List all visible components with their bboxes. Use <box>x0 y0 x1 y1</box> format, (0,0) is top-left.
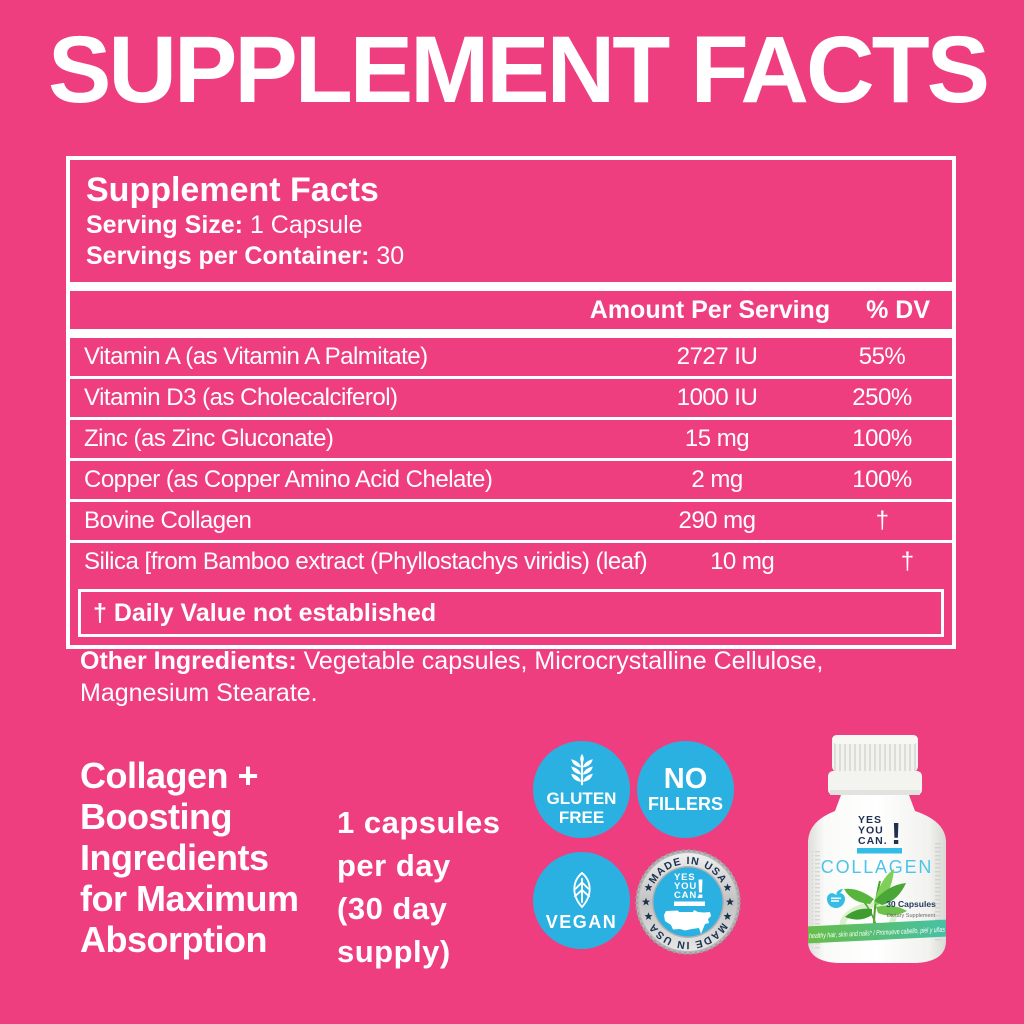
no-fillers-label-1: NO <box>663 763 708 795</box>
headline-line: Ingredients <box>80 837 269 878</box>
usa-map-icon <box>664 910 711 934</box>
page-title: SUPPLEMENT FACTS <box>48 17 990 123</box>
ingredient-name: Zinc (as Zinc Gluconate) <box>84 425 334 452</box>
bottle-brand-logo: YES YOU CAN. ! <box>857 814 902 854</box>
svg-text:!: ! <box>696 874 705 904</box>
label-side-text <box>812 849 820 949</box>
col-percent-dv: % DV <box>866 295 930 324</box>
serving-size-label: Serving Size: <box>86 211 243 239</box>
usa-seal-icon: MADE IN USA MADE IN USA YES YOU CAN. ! <box>635 849 741 955</box>
table-row: Bovine Collagen 290 mg † <box>70 499 952 540</box>
table-row: Vitamin D3 (as Cholecalciferol) 1000 IU … <box>70 376 952 417</box>
dv-value: 250% <box>852 384 912 411</box>
daily-value-footnote: † Daily Value not established <box>78 589 944 637</box>
other-ingredients-text: Vegetable capsules, Microcrystalline Cel… <box>80 647 824 707</box>
table-row: Copper (as Copper Amino Acid Chelate) 2 … <box>70 458 952 499</box>
amount-value: 1000 IU <box>676 384 758 411</box>
column-header-row: Amount Per Serving % DV <box>70 291 952 329</box>
leaf-icon <box>572 871 591 908</box>
dv-value: † <box>900 548 914 575</box>
ingredient-name: Vitamin A (as Vitamin A Palmitate) <box>84 343 428 370</box>
table-row: Silica [from Bamboo extract (Phyllostach… <box>70 540 952 581</box>
bottle-product-name: COLLAGEN <box>821 857 933 877</box>
dosage-line: per day <box>337 848 451 883</box>
headline-line: for Maximum <box>80 878 299 919</box>
dosage-line: 1 capsules <box>337 805 501 840</box>
dosage-line: (30 day <box>337 891 448 926</box>
dv-value: † <box>875 507 889 534</box>
wheat-icon <box>570 753 593 785</box>
vegan-label: VEGAN <box>545 911 618 932</box>
amount-value: 290 mg <box>678 507 756 534</box>
svg-text:YOU: YOU <box>674 881 697 892</box>
svg-text:!: ! <box>891 816 901 851</box>
other-ingredients: Other Ingredients: Vegetable capsules, M… <box>80 645 870 709</box>
bottle-green-band: healthy hair, skin and nails* / Promueve… <box>808 919 946 944</box>
apple-logo-icon <box>827 889 845 908</box>
label-side-text <box>934 843 942 943</box>
bottle-image: YES YOU CAN. ! COLLAGEN <box>808 735 946 963</box>
ingredient-name: Bovine Collagen <box>84 507 252 534</box>
gluten-free-label-2: FREE <box>558 807 605 827</box>
svg-text:YES: YES <box>674 872 695 883</box>
amount-value: 15 mg <box>684 425 750 452</box>
svg-text:CAN.: CAN. <box>858 835 888 847</box>
capsule-count: 30 Capsules <box>886 899 936 909</box>
marketing-headline: Collagen + Boosting Ingredients for Maxi… <box>80 755 299 960</box>
amount-value: 10 mg <box>710 548 775 575</box>
headline-line: Absorption <box>80 919 267 960</box>
divider-thick <box>70 282 952 291</box>
seal-brand-logo: YES YOU CAN. ! <box>674 872 705 906</box>
bottle-cap <box>828 735 922 795</box>
ingredient-name: Vitamin D3 (as Cholecalciferol) <box>84 384 398 411</box>
svg-text:YES: YES <box>858 814 882 826</box>
servings-label: Servings per Container: <box>86 242 370 270</box>
ingredient-name: Copper (as Copper Amino Acid Chelate) <box>84 466 493 493</box>
table-row: Zinc (as Zinc Gluconate) 15 mg 100% <box>70 417 952 458</box>
headline-line: Boosting <box>80 796 232 837</box>
amount-value: 2 mg <box>691 466 743 493</box>
dv-value: 100% <box>852 466 912 493</box>
col-amount-per-serving: Amount Per Serving <box>589 295 831 324</box>
dv-value: 55% <box>858 343 906 370</box>
no-fillers-label-2: FILLERS <box>648 794 723 814</box>
ingredient-name: Silica [from Bamboo extract (Phyllostach… <box>84 548 648 575</box>
no-fillers-badge: NO FILLERS <box>637 741 734 838</box>
servings-value: 30 <box>376 242 405 270</box>
other-ingredients-label: Other Ingredients: <box>80 647 297 675</box>
dosage-text: 1 capsules per day (30 day supply) <box>337 801 501 973</box>
dosage-line: supply) <box>337 934 451 969</box>
panel-heading: Supplement Facts <box>86 171 379 209</box>
servings-per-container-line: Servings per Container: 30 <box>86 241 934 272</box>
divider-thick <box>70 329 952 338</box>
serving-size-value: 1 Capsule <box>249 211 363 239</box>
supplement-facts-panel: Supplement Facts Serving Size: 1 Capsule… <box>66 156 956 649</box>
supplement-type: Dietary Supplement <box>887 913 936 919</box>
ingredient-table: Vitamin A (as Vitamin A Palmitate) 2727 … <box>70 338 952 581</box>
table-row: Vitamin A (as Vitamin A Palmitate) 2727 … <box>70 338 952 376</box>
gluten-free-label-1: GLUTEN <box>546 788 617 808</box>
panel-header: Supplement Facts Serving Size: 1 Capsule… <box>70 160 952 282</box>
made-in-usa-seal: MADE IN USA MADE IN USA YES YOU CAN. ! <box>634 848 742 956</box>
product-bottle: YES YOU CAN. ! COLLAGEN <box>799 727 955 977</box>
svg-text:CAN.: CAN. <box>674 890 700 901</box>
serving-size-line: Serving Size: 1 Capsule <box>86 210 934 241</box>
gluten-free-badge: GLUTEN FREE <box>533 741 630 838</box>
vegan-badge: VEGAN <box>533 852 630 949</box>
dv-value: 100% <box>852 425 912 452</box>
amount-value: 2727 IU <box>676 343 758 370</box>
headline-line: Collagen + <box>80 755 259 796</box>
svg-text:YOU: YOU <box>858 825 884 837</box>
